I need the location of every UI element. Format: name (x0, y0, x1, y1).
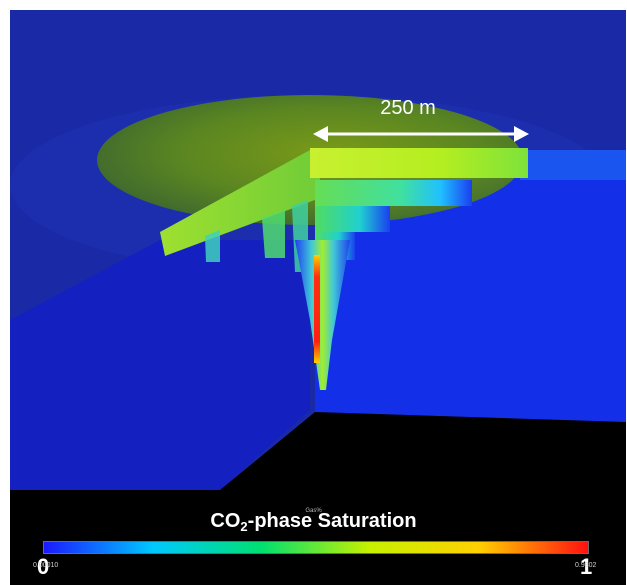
plume-layer-3 (315, 206, 390, 232)
scale-bar-label: 250 m (380, 97, 436, 119)
legend-max-label: 1 (580, 554, 593, 579)
aquifer-right-top-band (520, 150, 626, 180)
plume-layer-2 (315, 180, 472, 206)
legend-max-value: 0.9802 (575, 562, 597, 569)
plume-sheet-top (310, 148, 528, 178)
legend-colorbar (43, 541, 589, 554)
legend-min-label: 0 (37, 554, 50, 579)
scale-bar-arrow (313, 126, 529, 142)
legend-min-value: 0.00010 (33, 562, 59, 569)
plume-sheet-left (160, 150, 320, 256)
aquifer-left-block (10, 240, 310, 490)
plume-finger-2 (262, 210, 285, 258)
plume-core (314, 255, 320, 363)
legend-minor-title: Gas% (305, 508, 322, 514)
plume-cone (295, 240, 350, 390)
plume-finger-1 (205, 230, 220, 262)
co2-plume-3d-scene: 250 m (10, 10, 626, 585)
